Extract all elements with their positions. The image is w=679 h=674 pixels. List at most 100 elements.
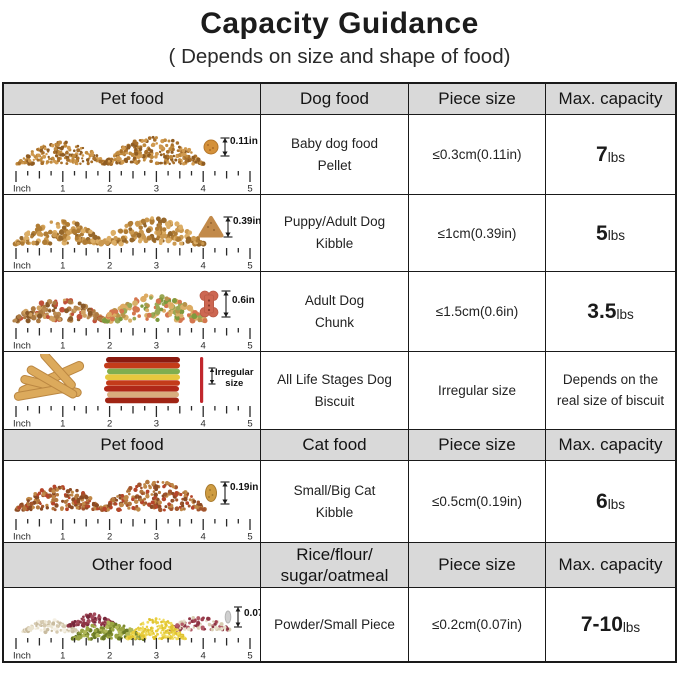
food-pile-image	[21, 606, 242, 642]
svg-text:5: 5	[247, 184, 252, 194]
pellet-pile-small	[15, 140, 107, 166]
chunk-pile-big	[101, 293, 208, 324]
cat-kibble-pile-big	[100, 479, 207, 513]
food-name: Small/Big Cat Kibble	[260, 460, 408, 542]
svg-text:2: 2	[107, 532, 112, 542]
piece-size-label: 0.39in	[233, 216, 260, 227]
header-max-capacity: Max. capacity	[545, 542, 675, 587]
header-dog-food: Dog food	[260, 84, 408, 114]
food-image-cell-grains: 0.07in Inch 1 2 3 4 5	[4, 587, 260, 661]
header-max-capacity: Max. capacity	[545, 429, 675, 460]
header-pet-food: Pet food	[4, 429, 260, 460]
biscuit-sticks-icon	[13, 354, 85, 401]
piece-size-label: Irregular size	[215, 367, 254, 390]
svg-text:2: 2	[107, 261, 112, 271]
food-name: Baby dog food Pellet	[260, 114, 408, 194]
food-pile-image	[12, 216, 233, 247]
capacity-number: 5	[596, 221, 608, 245]
svg-text:3: 3	[154, 341, 159, 351]
svg-text:3: 3	[154, 651, 159, 661]
piece-size-label: 0.07in	[244, 608, 260, 619]
svg-text:3: 3	[154, 184, 159, 194]
svg-text:Inch: Inch	[13, 261, 31, 271]
svg-text:Inch: Inch	[13, 341, 31, 351]
piece-size-value: ≤1cm(0.39in)	[408, 194, 545, 271]
food-pile-image	[12, 290, 231, 324]
piece-size-value: Irregular size	[408, 351, 545, 429]
page-title: Capacity Guidance	[200, 7, 479, 40]
white-beans-pile	[21, 618, 80, 635]
svg-text:1: 1	[60, 184, 65, 194]
kibble-pile-small	[12, 219, 105, 247]
svg-text:5: 5	[247, 651, 252, 661]
svg-text:1: 1	[60, 651, 65, 661]
food-image-cell-pellet: 0.11in Inch 1 2 3 4 5	[4, 114, 260, 194]
food-name: Adult Dog Chunk	[260, 271, 408, 351]
capacity-unit: lbs	[607, 228, 625, 243]
capacity-unit: lbs	[616, 306, 634, 322]
svg-text:2: 2	[107, 184, 112, 194]
svg-text:1: 1	[60, 341, 65, 351]
size-indicator-icon	[208, 367, 216, 385]
ruler: Inch 1 2 3 4 5	[12, 404, 258, 429]
piece-size-value: ≤0.2cm(0.07in)	[408, 587, 545, 661]
max-capacity-value: 6 lbs	[545, 460, 675, 542]
header-piece-size: Piece size	[408, 429, 545, 460]
food-image-cell-kibble: 0.39in Inch 1 2 3 4 5	[4, 194, 260, 271]
svg-text:4: 4	[201, 341, 206, 351]
piece-size-label: 0.19in	[230, 482, 259, 493]
svg-text:Inch: Inch	[13, 651, 31, 661]
svg-text:4: 4	[201, 532, 206, 542]
kibble-triangle-icon	[198, 216, 224, 238]
piece-size-value: ≤0.3cm(0.11in)	[408, 114, 545, 194]
svg-text:2: 2	[107, 651, 112, 661]
svg-text:4: 4	[201, 419, 206, 429]
size-indicator-icon	[223, 216, 233, 238]
header-pet-food: Pet food	[4, 84, 260, 114]
svg-text:3: 3	[154, 532, 159, 542]
svg-text:5: 5	[247, 419, 252, 429]
header-rice-flour: Rice/flour/ sugar/oatmeal	[260, 542, 408, 587]
chew-sticks-stack-icon	[104, 357, 180, 404]
cat-kibble-icon	[205, 484, 217, 502]
svg-text:Inch: Inch	[13, 419, 31, 429]
food-name: Puppy/Adult Dog Kibble	[260, 194, 408, 271]
max-capacity-value: 7-10 lbs	[545, 587, 675, 661]
food-pile-image	[14, 479, 230, 513]
size-indicator-icon	[221, 290, 231, 318]
capacity-table: Pet food Dog food Piece size Max. capaci…	[2, 82, 677, 663]
food-image-cell-chunk: 0.6in Inch 1 2 3 4 5	[4, 271, 260, 351]
irregular-size-line	[200, 357, 204, 403]
grain-icon	[224, 610, 232, 624]
capacity-text: Depends on the real size of biscuit	[556, 372, 665, 408]
svg-text:1: 1	[60, 419, 65, 429]
svg-text:4: 4	[201, 651, 206, 661]
max-capacity-value: 3.5 lbs	[545, 271, 675, 351]
max-capacity-value: 7 lbs	[545, 114, 675, 194]
food-pile-image	[13, 354, 216, 404]
pellet-icon	[203, 139, 219, 155]
header-piece-size: Piece size	[408, 84, 545, 114]
capacity-unit: lbs	[622, 619, 641, 635]
bone-icon	[199, 290, 219, 318]
pellet-pile-big	[102, 135, 206, 167]
size-indicator-icon	[220, 481, 230, 505]
size-indicator-icon	[234, 606, 242, 628]
ruler: Inch 1 2 3 4 5	[12, 517, 258, 542]
svg-text:1: 1	[60, 261, 65, 271]
capacity-unit: lbs	[607, 496, 625, 512]
svg-text:3: 3	[154, 419, 159, 429]
svg-text:5: 5	[247, 261, 252, 271]
food-image-cell-biscuit: Irregular size Inch 1 2 3 4 5	[4, 351, 260, 429]
svg-text:Inch: Inch	[13, 184, 31, 194]
kibble-pile-big	[98, 216, 207, 247]
millet-pile	[125, 617, 187, 641]
capacity-number: 6	[596, 490, 608, 513]
size-indicator-icon	[220, 137, 230, 157]
svg-text:1: 1	[60, 532, 65, 542]
capacity-unit: lbs	[607, 149, 625, 165]
svg-text:5: 5	[247, 341, 252, 351]
svg-text:4: 4	[201, 184, 206, 194]
piece-size-label: 0.11in	[230, 136, 258, 147]
max-capacity-value: Depends on the real size of biscuit	[545, 351, 675, 429]
